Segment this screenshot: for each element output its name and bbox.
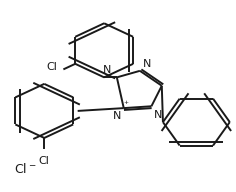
Text: N: N	[113, 112, 122, 122]
Text: N: N	[103, 65, 111, 75]
Text: Cl$^-$: Cl$^-$	[14, 162, 37, 176]
Text: $^+$: $^+$	[122, 100, 130, 109]
Text: N: N	[143, 59, 151, 69]
Text: Cl: Cl	[39, 156, 50, 166]
Text: N: N	[154, 110, 162, 120]
Text: Cl: Cl	[46, 62, 57, 72]
